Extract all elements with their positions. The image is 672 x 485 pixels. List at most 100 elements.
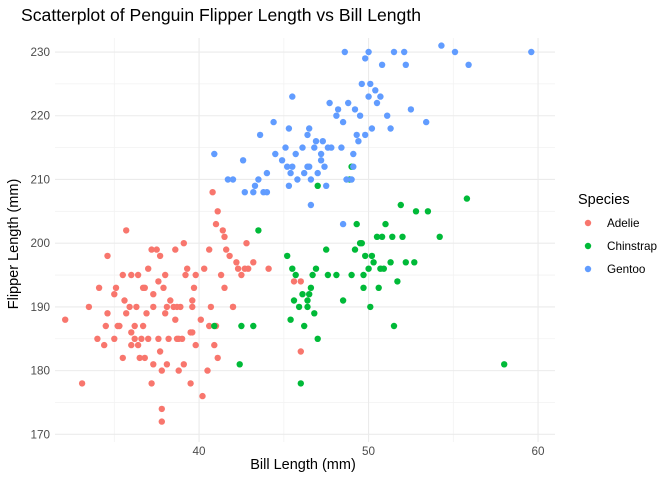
data-point	[424, 208, 432, 215]
data-point	[145, 335, 152, 342]
data-point	[282, 144, 289, 151]
data-point	[297, 348, 304, 355]
data-point	[238, 271, 245, 279]
data-point	[209, 189, 216, 196]
data-point	[211, 322, 218, 330]
data-point	[158, 405, 165, 413]
data-point	[384, 112, 391, 119]
y-axis-ticks: 170 180 190 200 210 220 230	[30, 46, 50, 441]
data-point	[285, 125, 293, 132]
data-point	[377, 93, 384, 100]
data-point	[150, 303, 157, 311]
data-point	[378, 61, 386, 68]
legend-label: Gentoo	[607, 263, 646, 276]
data-point	[160, 284, 167, 291]
data-point	[528, 48, 535, 56]
data-point	[292, 150, 299, 158]
data-point	[295, 303, 303, 311]
data-point	[192, 271, 199, 279]
data-point	[236, 361, 243, 368]
x-axis-ticks: 40 50 60	[193, 445, 545, 458]
data-point	[372, 87, 379, 94]
legend-item-chinstrap: Chinstrap	[584, 240, 658, 253]
legend-title: Species	[578, 192, 630, 208]
data-point	[245, 265, 252, 272]
data-point	[250, 189, 257, 196]
data-point	[94, 335, 101, 342]
data-point	[314, 182, 321, 189]
data-point	[119, 271, 127, 279]
data-point	[189, 303, 196, 311]
data-point	[375, 284, 382, 291]
data-point	[180, 361, 187, 368]
data-point	[411, 259, 418, 266]
data-point	[328, 144, 335, 151]
data-point	[373, 99, 381, 107]
data-point	[290, 297, 298, 304]
data-point	[301, 322, 308, 330]
data-point	[323, 246, 330, 253]
data-point	[250, 322, 257, 330]
data-point	[287, 316, 294, 323]
data-point	[311, 310, 318, 317]
minor-gridlines	[55, 38, 555, 442]
data-point	[270, 118, 277, 126]
y-tick-label: 200	[30, 237, 50, 250]
data-point	[121, 297, 128, 304]
data-point	[104, 310, 111, 317]
data-point	[263, 169, 271, 177]
data-point	[134, 341, 142, 349]
data-point	[306, 291, 313, 298]
data-point	[358, 80, 365, 88]
data-point	[402, 259, 409, 266]
data-point	[101, 341, 108, 349]
data-point	[139, 322, 147, 330]
data-point	[304, 297, 311, 304]
data-point	[116, 322, 123, 330]
data-point	[263, 189, 271, 196]
data-point	[321, 163, 328, 170]
data-point	[436, 233, 443, 240]
data-point	[289, 163, 296, 170]
data-point	[463, 195, 471, 202]
data-point	[204, 367, 211, 374]
data-point	[465, 61, 472, 68]
data-point	[389, 233, 396, 240]
data-point	[380, 265, 387, 272]
data-point	[150, 291, 157, 298]
data-point	[378, 233, 386, 240]
data-point	[126, 303, 133, 311]
data-point	[162, 310, 169, 317]
data-point	[158, 418, 165, 425]
data-point	[224, 176, 232, 183]
data-point	[148, 380, 155, 387]
data-point	[338, 144, 345, 151]
data-point	[307, 201, 315, 209]
data-point	[339, 220, 347, 228]
data-point	[131, 335, 138, 342]
data-point	[373, 233, 381, 240]
data-point	[119, 354, 127, 362]
data-point	[128, 341, 135, 349]
y-tick-label: 180	[30, 365, 50, 378]
data-point	[138, 335, 145, 342]
data-point	[219, 227, 226, 234]
x-tick-label: 40	[193, 445, 207, 458]
data-point	[141, 354, 148, 362]
data-point	[165, 335, 172, 342]
data-point	[304, 163, 311, 170]
data-point	[221, 284, 228, 291]
data-point	[299, 144, 306, 151]
data-point	[233, 259, 240, 266]
data-point	[112, 284, 120, 291]
data-point	[190, 284, 198, 291]
data-point	[368, 252, 376, 260]
data-point	[221, 233, 228, 240]
series-chinstrap	[211, 163, 508, 387]
data-point	[214, 208, 221, 215]
data-point	[217, 271, 225, 279]
data-point	[289, 265, 296, 272]
data-point	[145, 265, 152, 272]
data-point	[382, 220, 389, 228]
data-point	[362, 252, 369, 260]
